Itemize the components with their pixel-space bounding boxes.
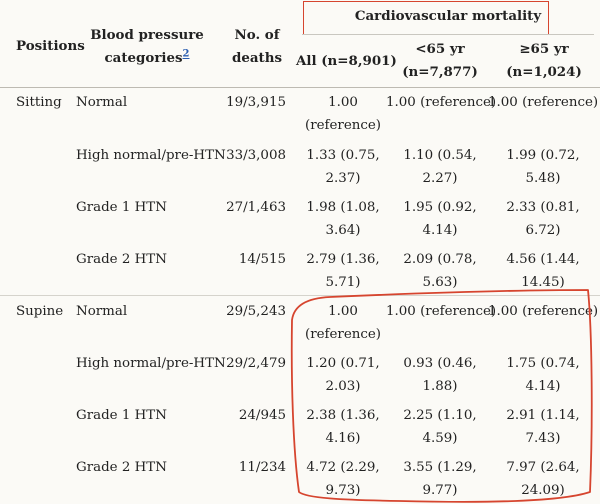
under65-cell: 1.95 (0.92, 4.14) <box>403 200 477 238</box>
category-cell: Grade 2 HTN <box>76 460 167 475</box>
deaths-cell: 11/234 <box>238 460 286 475</box>
all-cell: 1.98 (1.08, 3.64) <box>306 200 380 238</box>
deaths-cell: 33/3,008 <box>226 148 286 163</box>
all-cell: 1.00 (reference) <box>304 304 382 342</box>
section-rule <box>0 295 600 296</box>
all-cell: 1.00 (reference) <box>304 95 382 133</box>
category-cell: High normal/pre-HTN <box>76 356 226 371</box>
over65-cell: 1.00 (reference) <box>488 95 599 110</box>
header-over65: ≥65 yr (n=1,024) <box>506 41 582 80</box>
header-under65: <65 yr (n=7,877) <box>402 41 478 80</box>
deaths-cell: 24/945 <box>238 408 286 423</box>
under65-cell: 3.55 (1.29, 9.77) <box>403 460 477 498</box>
all-cell: 2.38 (1.36, 4.16) <box>306 408 380 446</box>
header-bp-categories: Blood pressure categories2 <box>90 27 204 66</box>
all-cell: 2.79 (1.36, 5.71) <box>306 252 380 290</box>
deaths-cell: 19/3,915 <box>226 95 286 110</box>
footnote-ref-link[interactable]: 2 <box>182 48 190 60</box>
category-cell: Grade 2 HTN <box>76 252 167 267</box>
deaths-cell: 14/515 <box>238 252 286 267</box>
all-cell: 1.33 (0.75, 2.37) <box>306 148 380 186</box>
under65-cell: 1.00 (reference) <box>386 304 497 319</box>
deaths-cell: 29/5,243 <box>226 304 286 319</box>
all-cell: 4.72 (2.29, 9.73) <box>306 460 380 498</box>
header-all: All (n=8,901) <box>296 53 397 69</box>
header-bottom-rule <box>0 87 600 88</box>
over65-cell: 7.97 (2.64, 24.09) <box>506 460 580 498</box>
category-cell: High normal/pre-HTN <box>76 148 226 163</box>
over65-cell: 2.33 (0.81, 6.72) <box>506 200 580 238</box>
header-spanner-rule <box>302 34 594 35</box>
under65-cell: 1.10 (0.54, 2.27) <box>403 148 477 186</box>
header-cv-mortality: Cardiovascular mortality <box>354 8 542 24</box>
category-cell: Grade 1 HTN <box>76 200 167 215</box>
over65-cell: 2.91 (1.14, 7.43) <box>506 408 580 446</box>
over65-cell: 1.75 (0.74, 4.14) <box>506 356 580 394</box>
header-deaths: No. of deaths <box>231 27 283 66</box>
category-cell: Normal <box>76 304 128 319</box>
category-cell: Grade 1 HTN <box>76 408 167 423</box>
all-cell: 1.20 (0.71, 2.03) <box>306 356 380 394</box>
under65-cell: 2.09 (0.78, 5.63) <box>403 252 477 290</box>
category-cell: Normal <box>76 95 128 110</box>
position-sitting: Sitting <box>16 95 62 110</box>
under65-cell: 0.93 (0.46, 1.88) <box>403 356 477 394</box>
under65-cell: 2.25 (1.10, 4.59) <box>403 408 477 446</box>
over65-cell: 1.99 (0.72, 5.48) <box>506 148 580 186</box>
deaths-cell: 29/2,479 <box>226 356 286 371</box>
over65-cell: 4.56 (1.44, 14.45) <box>506 252 580 290</box>
header-positions: Positions <box>16 38 85 54</box>
over65-cell: 1.00 (reference) <box>488 304 599 319</box>
deaths-cell: 27/1,463 <box>226 200 286 215</box>
position-supine: Supine <box>16 304 64 319</box>
under65-cell: 1.00 (reference) <box>386 95 497 110</box>
